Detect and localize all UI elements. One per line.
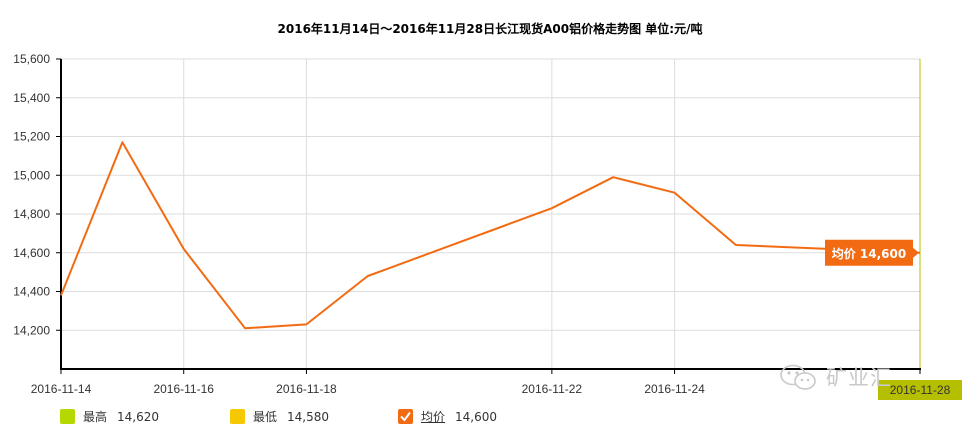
legend-item-min[interactable]: 最低 14,580 [230, 408, 329, 425]
y-tick-label: 15,000 [13, 168, 50, 182]
y-tick-label: 15,600 [13, 52, 50, 66]
x-tick-labels: 2016-11-14 2016-11-16 2016-11-18 2016-11-22… [31, 380, 962, 400]
series-lines [60, 141, 921, 330]
line-chart: 2016年11月14日～2016年11月28日长江现货A00铝价格走势图 单位:… [13, 21, 962, 400]
x-tick-label: 2016-11-16 [153, 382, 214, 396]
legend-swatch-min [230, 409, 245, 424]
legend-label-min: 最低 [253, 410, 278, 424]
chart-title: 2016年11月14日～2016年11月28日长江现货A00铝价格走势图 单位:… [278, 21, 703, 36]
y-tick-label: 14,200 [13, 323, 50, 337]
series-line-avg [60, 141, 921, 330]
watermark-text: 矿业汇 [826, 366, 892, 390]
y-tick-labels: 15,600 15,400 15,200 15,000 14,800 14,600 14,4… [13, 52, 50, 337]
legend-label-avg: 均价 [421, 410, 446, 424]
y-tick-label: 14,400 [13, 285, 50, 299]
grid-lines [61, 58, 921, 369]
y-tick-label: 14,600 [13, 246, 50, 260]
y-tick-label: 15,200 [13, 130, 50, 144]
legend-value-max: 14,620 [117, 409, 160, 424]
x-tick-label: 2016-11-22 [522, 382, 583, 396]
x-tick-label: 2016-11-14 [31, 382, 92, 396]
legend-swatch-max [60, 409, 75, 424]
x-highlight-text: 2016-11-28 [890, 383, 951, 397]
checkmark-icon [400, 411, 411, 422]
y-tick-label: 15,400 [13, 91, 50, 105]
watermark: 矿业汇 [778, 362, 892, 392]
x-highlight-label: 2016-11-28 [878, 380, 962, 400]
legend-item-avg[interactable]: 均价 14,600 [398, 408, 497, 425]
axes [56, 58, 921, 374]
tooltip: 均价 14,600 [825, 239, 919, 266]
tooltip-box: 均价 14,600 [825, 239, 919, 266]
x-tick-label: 2016-11-24 [644, 382, 705, 396]
legend-checkbox-avg[interactable] [398, 409, 413, 424]
tooltip-bg [825, 239, 919, 266]
legend: 最高 14,620 最低 14,580 均价 14,600 [0, 404, 966, 429]
legend-value-min: 14,580 [287, 409, 330, 424]
legend-value-avg: 14,600 [455, 409, 498, 424]
y-tick-label: 14,800 [13, 207, 50, 221]
x-tick-label: 2016-11-18 [276, 382, 337, 396]
legend-label-max: 最高 [83, 410, 108, 424]
tooltip-text: 均价 14,600 [832, 246, 907, 261]
wechat-icon [780, 364, 816, 390]
x-highlight-bg [878, 380, 962, 400]
legend-item-max[interactable]: 最高 14,620 [60, 408, 159, 425]
